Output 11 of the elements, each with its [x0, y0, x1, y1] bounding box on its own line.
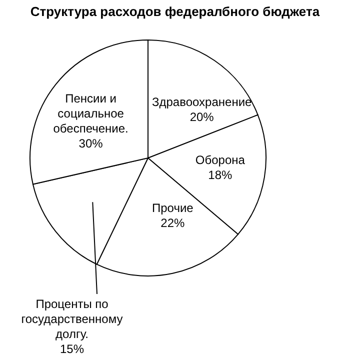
slice-label: Прочие — [152, 201, 194, 216]
data-label: 15% — [60, 342, 84, 356]
slice-label: Проценты по государственному долгу. — [21, 297, 123, 341]
data-label: 18% — [208, 168, 233, 182]
data-label: 20% — [190, 110, 214, 124]
slice-label: Пенсии и социальное обеспечение. — [53, 92, 128, 136]
slice-label: Оборона — [195, 153, 246, 168]
slice-label: Здравоохранение — [152, 94, 252, 109]
data-label: 22% — [160, 216, 186, 230]
data-label: 30% — [78, 136, 104, 151]
chart-title: Структура расходов федералбного бюджета — [30, 4, 320, 19]
